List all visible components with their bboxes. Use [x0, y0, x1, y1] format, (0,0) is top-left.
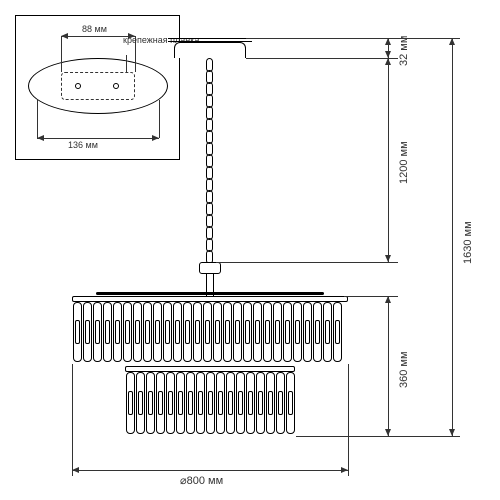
arrow-icon: [128, 33, 135, 39]
dim-line: [37, 138, 159, 139]
inset-screwhole-left: [75, 83, 81, 89]
arrow-icon: [385, 255, 391, 262]
canopy: [174, 42, 246, 58]
dim-line: [61, 36, 135, 37]
arrow-icon: [385, 51, 391, 58]
dim-chain-height: 1200 мм: [398, 141, 410, 184]
inset-mounting-bar: [61, 72, 135, 100]
dim-diameter-value: 800 мм: [187, 475, 224, 487]
dim-canopy-height: 32 мм: [398, 36, 410, 66]
arrow-icon: [61, 33, 68, 39]
arrow-icon: [152, 135, 159, 141]
dim-line: [388, 296, 389, 436]
ext-line: [61, 36, 62, 72]
inset-dim-136: 136 мм: [68, 140, 98, 150]
arrow-icon: [385, 38, 391, 45]
arrow-icon: [37, 135, 44, 141]
arrow-icon: [385, 429, 391, 436]
arrow-icon: [449, 38, 455, 45]
arrow-icon: [385, 296, 391, 303]
ext-line: [246, 58, 398, 59]
dim-total-height: 1630 мм: [462, 221, 474, 264]
ext-line: [348, 364, 349, 476]
diameter-icon: [180, 475, 187, 487]
leader-line: [126, 55, 127, 73]
ext-line: [246, 38, 398, 39]
inset-dim-88: 88 мм: [82, 24, 107, 34]
arm-bar: [96, 292, 324, 295]
ext-line: [159, 100, 160, 138]
ext-line: [72, 364, 73, 476]
dim-body-height: 360 мм: [398, 351, 410, 388]
ext-line: [37, 100, 38, 138]
ext-line: [296, 436, 460, 437]
ext-line: [135, 36, 136, 72]
ext-line: [216, 262, 398, 263]
top-hub: [199, 262, 221, 274]
arrow-icon: [385, 58, 391, 65]
dim-diameter: 800 мм: [180, 474, 223, 487]
arrow-icon: [341, 467, 348, 473]
arrow-icon: [72, 467, 79, 473]
arrow-icon: [449, 429, 455, 436]
drawing-canvas: крепежная планка 88 мм 136 мм: [0, 0, 500, 500]
dim-line: [388, 58, 389, 262]
dim-line: [72, 470, 348, 471]
inset-screwhole-right: [113, 83, 119, 89]
dim-line: [452, 38, 453, 436]
